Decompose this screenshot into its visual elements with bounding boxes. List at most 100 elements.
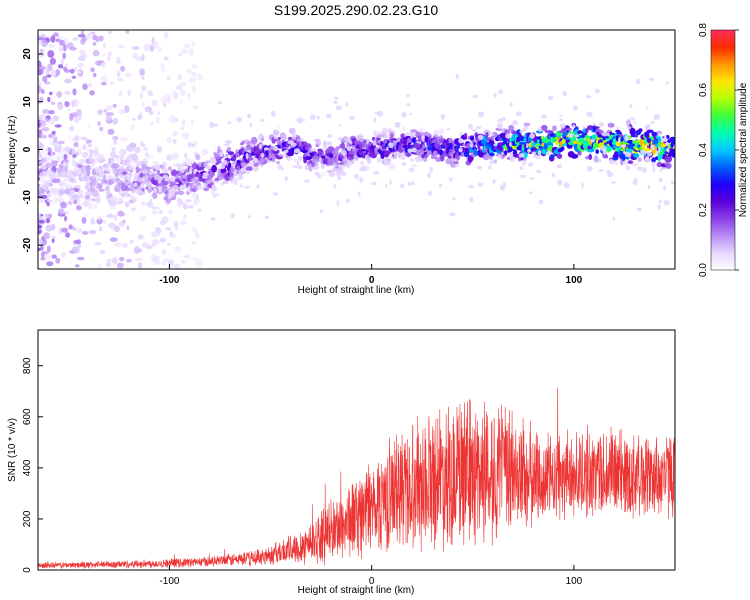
heatmap-cell: [131, 124, 135, 131]
heatmap-cell: [151, 99, 158, 107]
heatmap-cell: [260, 152, 265, 158]
heatmap-cell: [128, 178, 131, 182]
heatmap-cell: [509, 102, 513, 107]
heatmap-cell: [41, 120, 47, 127]
x-tick-label: 100: [566, 275, 583, 286]
heatmap-cell: [613, 151, 619, 159]
heatmap-cell: [49, 91, 53, 96]
heatmap-cell: [273, 192, 279, 196]
heatmap-cell: [538, 199, 544, 205]
heatmap-cell: [340, 171, 347, 177]
heatmap-cell: [314, 165, 319, 170]
heatmap-cell: [388, 142, 394, 148]
heatmap-cell: [71, 100, 75, 108]
heatmap-cell: [597, 159, 602, 163]
heatmap-cell: [73, 196, 80, 200]
heatmap-cell: [82, 83, 88, 91]
heatmap-cell: [93, 149, 99, 155]
heatmap-cell: [215, 159, 222, 164]
spectrogram-x-ticks: -100 0 100: [159, 264, 583, 286]
heatmap-cell: [167, 243, 171, 246]
heatmap-cell: [390, 138, 398, 141]
heatmap-cell: [458, 147, 463, 153]
heatmap-cell: [663, 185, 666, 191]
heatmap-cell: [527, 162, 534, 167]
heatmap-cell: [168, 187, 176, 194]
heatmap-cell: [509, 141, 512, 147]
heatmap-cell: [465, 147, 469, 154]
heatmap-cell: [64, 100, 68, 107]
heatmap-cell: [381, 133, 388, 139]
heatmap-cell: [83, 201, 89, 208]
heatmap-cell: [597, 134, 604, 138]
heatmap-cell: [142, 147, 149, 151]
heatmap-cell: [69, 113, 74, 121]
heatmap-cell: [82, 144, 87, 151]
heatmap-cell: [590, 139, 595, 143]
heatmap-cell: [363, 165, 370, 172]
heatmap-cell: [129, 239, 135, 244]
heatmap-cell: [45, 67, 50, 76]
heatmap-cell: [77, 244, 82, 249]
heatmap-cell: [574, 134, 580, 138]
heatmap-cell: [476, 165, 482, 170]
heatmap-cell: [203, 182, 207, 188]
heatmap-cell: [211, 185, 217, 192]
heatmap-cell: [485, 132, 489, 138]
heatmap-cell: [183, 203, 188, 210]
heatmap-cell: [633, 153, 640, 158]
heatmap-cell: [175, 85, 183, 91]
heatmap-cell: [43, 232, 51, 240]
heatmap-cell: [38, 69, 43, 76]
heatmap-cell: [47, 110, 55, 115]
heatmap-cell: [109, 200, 113, 204]
heatmap-cell: [647, 151, 653, 157]
heatmap-cell: [586, 95, 592, 99]
heatmap-cell: [429, 166, 433, 173]
heatmap-cell: [209, 121, 215, 128]
heatmap-cell: [210, 217, 216, 221]
heatmap-cell: [58, 189, 65, 195]
heatmap-cell: [131, 46, 140, 50]
heatmap-cell: [464, 133, 468, 138]
y-tick-label: 800: [22, 357, 33, 374]
heatmap-cell: [50, 35, 56, 43]
heatmap-cell: [478, 111, 484, 118]
heatmap-cell: [140, 85, 147, 90]
heatmap-cell: [275, 160, 281, 165]
heatmap-cell: [118, 221, 125, 227]
heatmap-cell: [60, 227, 69, 233]
heatmap-cell: [407, 137, 412, 143]
heatmap-cell: [38, 183, 41, 188]
heatmap-cell: [179, 100, 183, 104]
heatmap-cell: [42, 75, 48, 83]
heatmap-cell: [522, 159, 526, 166]
heatmap-cell: [76, 145, 82, 152]
heatmap-cell: [244, 185, 251, 189]
heatmap-cell: [353, 173, 359, 180]
heatmap-cell: [540, 124, 548, 131]
heatmap-cell: [411, 137, 416, 143]
heatmap-cell: [51, 160, 59, 164]
heatmap-cell: [227, 121, 232, 125]
heatmap-cell: [618, 153, 626, 159]
heatmap-cell: [425, 153, 430, 157]
heatmap-cell: [39, 171, 47, 177]
heatmap-cell: [471, 128, 477, 132]
heatmap-cell: [278, 153, 285, 157]
colorbar-tick-label: 0.4: [698, 143, 709, 157]
heatmap-cell: [428, 190, 432, 197]
heatmap-cell: [117, 180, 122, 184]
heatmap-cell: [38, 198, 45, 203]
heatmap-cell: [62, 211, 70, 214]
heatmap-cell: [209, 171, 216, 177]
heatmap-cell: [234, 180, 238, 186]
heatmap-cell: [57, 144, 63, 149]
heatmap-cell: [349, 140, 353, 145]
heatmap-cell: [115, 198, 119, 206]
snr-y-axis-label: SNR (10 * v/v): [7, 418, 18, 482]
heatmap-cell: [80, 136, 88, 140]
heatmap-cell: [87, 124, 92, 128]
heatmap-cell: [41, 39, 48, 48]
heatmap-cell: [394, 122, 401, 128]
